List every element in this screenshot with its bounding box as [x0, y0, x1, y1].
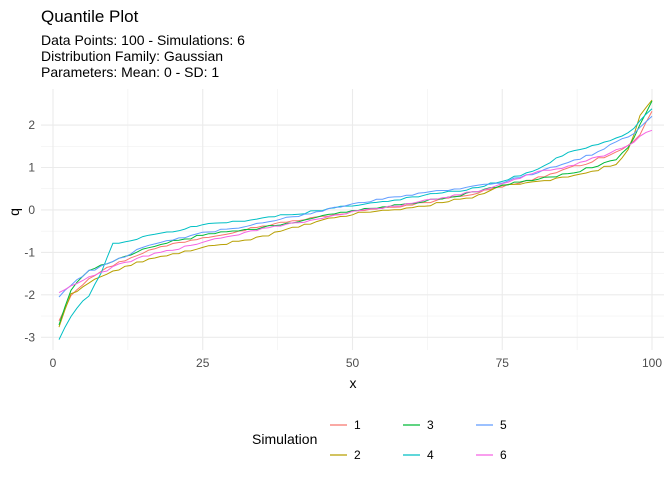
y-tick-label: 2 [28, 118, 35, 132]
series-line-2 [58, 99, 653, 328]
legend-label-6: 6 [500, 448, 507, 462]
x-axis-title: x [350, 375, 357, 391]
x-tick-label: 50 [346, 356, 360, 370]
legend-label-2: 2 [354, 448, 361, 462]
series-line-3 [58, 100, 653, 326]
legend-label-4: 4 [427, 448, 434, 462]
chart-subtitle-line-2: Distribution Family: Gaussian [41, 48, 223, 64]
x-tick-label: 25 [196, 356, 210, 370]
legend: Simulation 1 2 3 4 5 6 [252, 418, 507, 462]
y-tick-label: -3 [24, 330, 35, 344]
y-tick-label: -1 [24, 245, 35, 259]
series-line-1 [58, 111, 653, 322]
chart-subtitle-line-1: Data Points: 100 - Simulations: 6 [41, 32, 245, 48]
y-tick-label: 0 [28, 203, 35, 217]
chart-title: Quantile Plot [41, 7, 139, 26]
y-tick-label: -2 [24, 288, 35, 302]
y-axis-title: q [6, 208, 22, 216]
x-tick-label: 75 [496, 356, 510, 370]
series-line-6 [58, 129, 653, 294]
series-line-5 [58, 115, 653, 298]
x-tick-label: 100 [642, 356, 662, 370]
legend-label-5: 5 [500, 418, 507, 432]
legend-label-1: 1 [354, 418, 361, 432]
series-line-4 [58, 108, 653, 340]
legend-title: Simulation [252, 431, 317, 447]
axis-ticks: 0 25 50 75 100 -3 -2 -1 0 1 2 [24, 118, 662, 370]
legend-label-3: 3 [427, 418, 434, 432]
chart-subtitle-line-3: Parameters: Mean: 0 - SD: 1 [41, 64, 219, 80]
grid-lines [41, 89, 664, 350]
y-tick-label: 1 [28, 161, 35, 175]
series-layer [58, 99, 653, 340]
x-tick-label: 0 [50, 356, 57, 370]
